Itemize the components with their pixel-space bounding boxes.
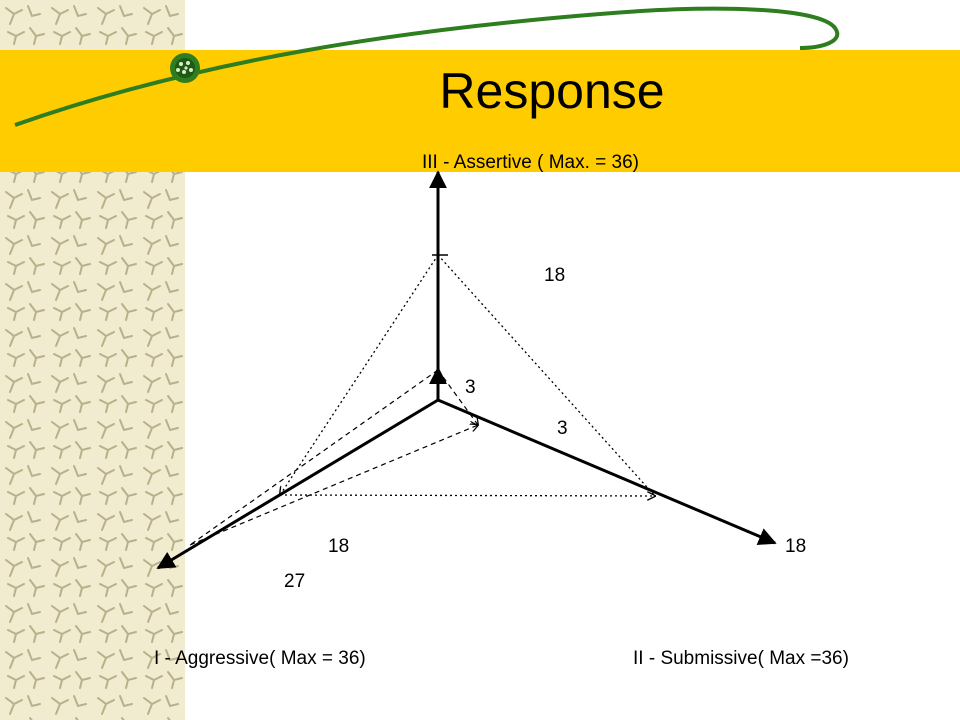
label-aggressive-axis: I - Aggressive( Max = 36): [154, 648, 366, 669]
axis-submissive: [437, 398, 777, 545]
value-aggressive-outer: 18: [328, 536, 349, 557]
outer-triangle: [280, 254, 655, 496]
value-assertive-outer: 18: [544, 265, 565, 286]
value-aggressive-extra: 27: [284, 571, 305, 592]
value-submissive-inner: 3: [557, 418, 568, 439]
value-assertive-inner: 3: [465, 377, 476, 398]
swoosh-decoration: [14, 6, 840, 127]
label-assertive-axis: III - Assertive ( Max. = 36): [422, 152, 639, 173]
slide-title: Response: [439, 63, 665, 119]
axis-aggressive: [156, 398, 439, 570]
header-band: [0, 50, 960, 172]
value-submissive-outer: 18: [785, 536, 806, 557]
bead-icon: [170, 53, 200, 83]
inner-triangle: [189, 369, 478, 546]
label-submissive-axis: II - Submissive( Max =36): [633, 648, 849, 669]
